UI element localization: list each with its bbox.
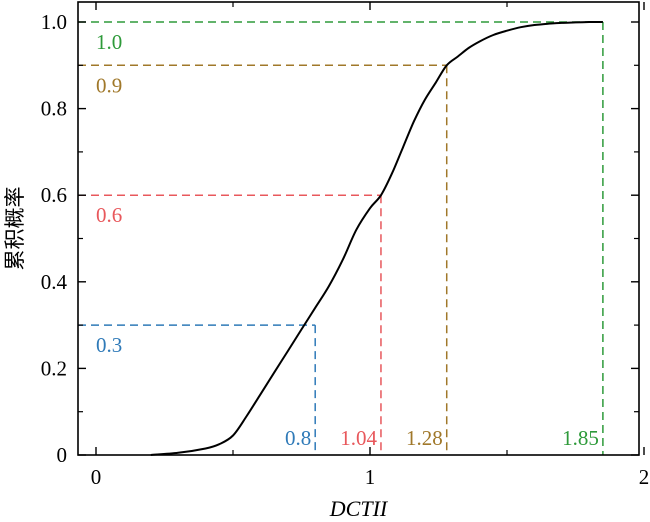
annotation-y-label: 0.9 (96, 73, 122, 97)
annotation-x-label: 1.85 (562, 426, 599, 450)
x-tick-label: 0 (91, 465, 102, 489)
annotation-labels: 0.3 0.8 0.6 1.04 0.9 1.28 1.0 1.85 (96, 30, 599, 450)
cdf-curve (150, 20, 603, 456)
y-tick-label: 0.4 (41, 270, 68, 294)
y-tick-label: 0.2 (41, 356, 67, 380)
y-tick-label: 1.0 (41, 10, 67, 34)
annotation-x-label: 0.8 (285, 426, 311, 450)
annotation-x-label: 1.04 (340, 426, 377, 450)
annotation-y-label: 0.6 (96, 203, 122, 227)
annotation-x-label: 1.28 (406, 426, 443, 450)
y-axis-title: 累积概率 (3, 187, 27, 271)
plot-frame (77, 1, 640, 456)
x-tick-label: 2 (639, 465, 650, 489)
annotation-lines (78, 21, 604, 455)
x-axis-title: DCTII (329, 496, 389, 521)
curve-layer (150, 20, 603, 456)
y-tick-label: 0.6 (41, 183, 67, 207)
x-tick-label: 1 (365, 465, 376, 489)
y-tick-label: 0.8 (41, 97, 67, 121)
annotation-y-label: 0.3 (96, 333, 122, 357)
annotation-y-label: 1.0 (96, 30, 122, 54)
axes: 0 1 2 0 0.2 0.4 0.6 0.8 1.0 (41, 1, 650, 489)
y-tick-label: 0 (57, 443, 68, 467)
